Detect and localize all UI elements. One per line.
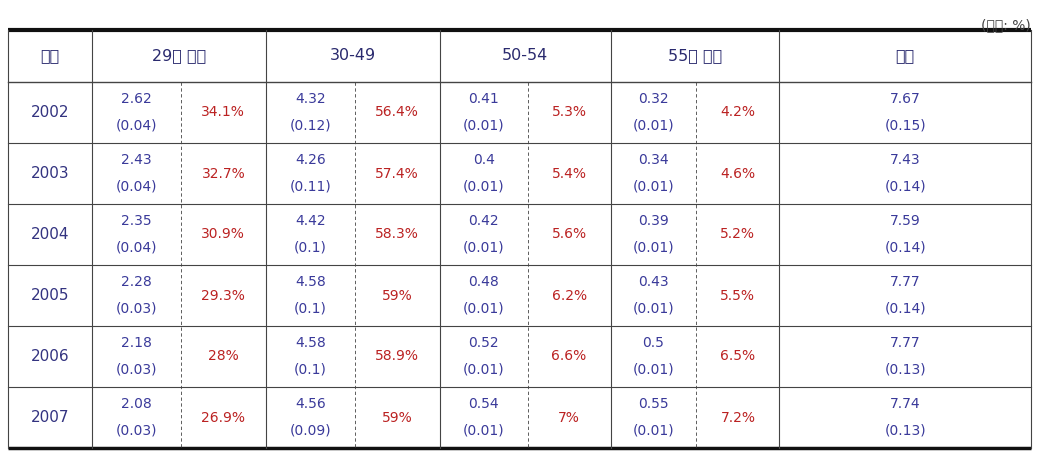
Text: (0.04): (0.04)	[115, 241, 157, 255]
Text: 년도: 년도	[41, 49, 59, 64]
Text: 59%: 59%	[382, 410, 412, 424]
Text: 4.32: 4.32	[295, 92, 325, 106]
Text: 6.2%: 6.2%	[552, 288, 587, 302]
Text: 2.62: 2.62	[121, 92, 152, 106]
Text: 0.32: 0.32	[638, 92, 669, 106]
Text: (0.14): (0.14)	[884, 241, 926, 255]
Text: 7%: 7%	[558, 410, 580, 424]
Text: (0.04): (0.04)	[115, 119, 157, 133]
Text: (0.04): (0.04)	[115, 180, 157, 194]
Text: 5.3%: 5.3%	[552, 105, 587, 119]
Text: 2.18: 2.18	[121, 336, 152, 350]
Text: 0.4: 0.4	[473, 153, 495, 167]
Text: (0.01): (0.01)	[463, 119, 505, 133]
Text: 58.3%: 58.3%	[375, 227, 419, 242]
Text: (0.14): (0.14)	[884, 302, 926, 316]
Text: 7.77: 7.77	[889, 275, 921, 289]
Text: (0.1): (0.1)	[294, 241, 326, 255]
Text: 0.52: 0.52	[469, 336, 499, 350]
Text: 2004: 2004	[31, 227, 70, 242]
Text: 7.74: 7.74	[889, 397, 921, 411]
Text: 2002: 2002	[31, 105, 70, 120]
Text: 2007: 2007	[31, 410, 70, 425]
Text: (0.03): (0.03)	[115, 363, 157, 377]
Text: 5.2%: 5.2%	[720, 227, 755, 242]
Text: 50-54: 50-54	[502, 49, 549, 64]
Text: 56.4%: 56.4%	[375, 105, 419, 119]
Text: 7.43: 7.43	[889, 153, 921, 167]
Text: (0.01): (0.01)	[633, 241, 674, 255]
Text: 0.42: 0.42	[469, 214, 499, 228]
Text: 28%: 28%	[208, 350, 239, 364]
Text: 2003: 2003	[30, 166, 70, 181]
Text: 26.9%: 26.9%	[202, 410, 245, 424]
Text: 4.56: 4.56	[295, 397, 325, 411]
Text: (0.01): (0.01)	[463, 424, 505, 438]
Text: 29.3%: 29.3%	[202, 288, 245, 302]
Text: 29세 이하: 29세 이하	[152, 49, 206, 64]
Text: (0.01): (0.01)	[633, 119, 674, 133]
Text: (단위: %): (단위: %)	[981, 18, 1031, 32]
Text: (0.01): (0.01)	[633, 302, 674, 316]
Text: (0.15): (0.15)	[884, 119, 926, 133]
Text: 0.54: 0.54	[469, 397, 499, 411]
Text: (0.13): (0.13)	[884, 424, 926, 438]
Text: 4.58: 4.58	[295, 336, 325, 350]
Text: 4.2%: 4.2%	[720, 105, 755, 119]
Text: 55세 이상: 55세 이상	[668, 49, 722, 64]
Text: (0.01): (0.01)	[463, 241, 505, 255]
Text: (0.11): (0.11)	[290, 180, 331, 194]
Text: 2006: 2006	[30, 349, 70, 364]
Text: 57.4%: 57.4%	[375, 167, 419, 181]
Text: 5.4%: 5.4%	[552, 167, 587, 181]
Text: 59%: 59%	[382, 288, 412, 302]
Text: (0.01): (0.01)	[633, 363, 674, 377]
Text: 5.5%: 5.5%	[720, 288, 755, 302]
Text: (0.1): (0.1)	[294, 363, 326, 377]
Text: (0.03): (0.03)	[115, 302, 157, 316]
Text: 2005: 2005	[31, 288, 70, 303]
Text: (0.01): (0.01)	[633, 424, 674, 438]
Text: 30.9%: 30.9%	[202, 227, 245, 242]
Text: 4.58: 4.58	[295, 275, 325, 289]
Text: 7.77: 7.77	[889, 336, 921, 350]
Text: (0.09): (0.09)	[290, 424, 331, 438]
Text: 4.42: 4.42	[295, 214, 325, 228]
Text: 합계: 합계	[896, 49, 914, 64]
Text: 2.43: 2.43	[122, 153, 152, 167]
Text: 4.26: 4.26	[295, 153, 325, 167]
Text: 0.39: 0.39	[638, 214, 669, 228]
Text: 2.28: 2.28	[121, 275, 152, 289]
Text: 0.43: 0.43	[638, 275, 669, 289]
Text: (0.1): (0.1)	[294, 302, 326, 316]
Text: 4.6%: 4.6%	[720, 167, 755, 181]
Text: 58.9%: 58.9%	[375, 350, 420, 364]
Text: 0.5: 0.5	[642, 336, 665, 350]
Text: 6.6%: 6.6%	[552, 350, 587, 364]
Text: (0.12): (0.12)	[290, 119, 331, 133]
Text: 6.5%: 6.5%	[720, 350, 755, 364]
Text: (0.01): (0.01)	[463, 302, 505, 316]
Text: 2.08: 2.08	[121, 397, 152, 411]
Text: (0.01): (0.01)	[463, 180, 505, 194]
Text: 34.1%: 34.1%	[202, 105, 245, 119]
Text: 0.41: 0.41	[469, 92, 499, 106]
Text: (0.03): (0.03)	[115, 424, 157, 438]
Text: 32.7%: 32.7%	[202, 167, 245, 181]
Text: 7.2%: 7.2%	[720, 410, 755, 424]
Text: (0.01): (0.01)	[463, 363, 505, 377]
Text: 7.59: 7.59	[889, 214, 921, 228]
Text: (0.01): (0.01)	[633, 180, 674, 194]
Text: 0.48: 0.48	[469, 275, 499, 289]
Text: 7.67: 7.67	[889, 92, 921, 106]
Text: 0.55: 0.55	[638, 397, 669, 411]
Text: (0.14): (0.14)	[884, 180, 926, 194]
Text: 5.6%: 5.6%	[552, 227, 587, 242]
Text: 2.35: 2.35	[122, 214, 152, 228]
Text: 0.34: 0.34	[638, 153, 669, 167]
Text: 30-49: 30-49	[329, 49, 376, 64]
Text: (0.13): (0.13)	[884, 363, 926, 377]
